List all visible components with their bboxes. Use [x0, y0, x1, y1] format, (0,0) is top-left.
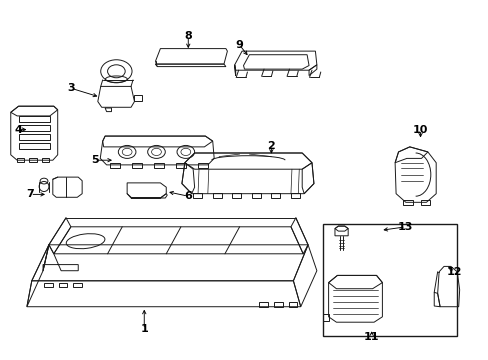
Text: 10: 10: [412, 125, 427, 135]
Bar: [212, 193, 221, 198]
Text: 1: 1: [140, 324, 148, 334]
Bar: [232, 193, 241, 198]
Bar: [17, 158, 24, 162]
Text: 7: 7: [26, 189, 34, 199]
Text: 4: 4: [15, 125, 22, 135]
Bar: [29, 158, 37, 162]
Bar: [193, 193, 202, 198]
Text: 6: 6: [184, 191, 192, 201]
Bar: [73, 283, 82, 287]
Text: 13: 13: [397, 222, 413, 232]
Bar: [19, 134, 50, 140]
Bar: [322, 224, 456, 336]
Text: 9: 9: [235, 40, 243, 50]
Bar: [251, 193, 260, 198]
Text: 5: 5: [91, 155, 99, 165]
Bar: [19, 125, 50, 131]
Bar: [132, 163, 142, 168]
Bar: [273, 302, 282, 307]
Text: 12: 12: [446, 267, 462, 277]
Bar: [44, 283, 53, 287]
Bar: [420, 200, 429, 205]
Text: 3: 3: [67, 83, 75, 93]
Bar: [198, 163, 207, 168]
Text: 11: 11: [363, 332, 379, 342]
Bar: [110, 163, 120, 168]
Bar: [176, 163, 185, 168]
Bar: [271, 193, 280, 198]
Text: 8: 8: [184, 31, 192, 41]
Bar: [59, 283, 67, 287]
Bar: [259, 302, 267, 307]
Bar: [403, 200, 412, 205]
Bar: [41, 158, 49, 162]
Bar: [19, 116, 50, 122]
Bar: [290, 193, 299, 198]
Bar: [19, 143, 50, 149]
Text: 2: 2: [267, 141, 275, 151]
Bar: [154, 163, 163, 168]
Bar: [288, 302, 297, 307]
